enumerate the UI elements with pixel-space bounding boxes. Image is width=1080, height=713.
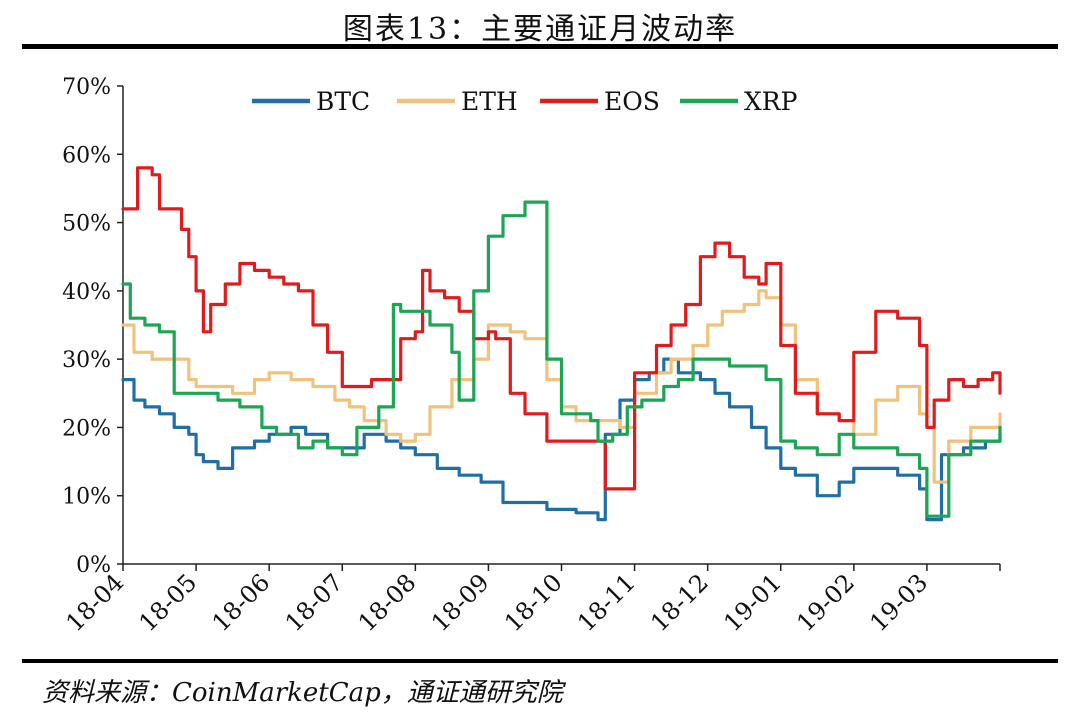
- top-rule: [22, 44, 1058, 49]
- y-tick-label: 0%: [76, 553, 111, 578]
- x-tick-label: 18-11: [572, 568, 641, 637]
- x-tick-label: 18-07: [280, 568, 349, 637]
- x-tick-label: 18-12: [645, 568, 714, 637]
- chart-axes: 0%10%20%30%40%50%60%70%18-04 18-05 18-06 18…: [61, 75, 1001, 637]
- x-tick-label: 19-02: [791, 568, 860, 637]
- y-tick-label: 30%: [62, 348, 111, 373]
- chart-legend: BTC ETH EOS XRP: [252, 87, 797, 116]
- x-tick-label: 18-10: [499, 568, 568, 637]
- legend-label-xrp: XRP: [744, 87, 797, 116]
- y-tick-label: 20%: [62, 416, 111, 441]
- legend-label-eos: EOS: [604, 87, 660, 116]
- x-tick-label: 19-03: [864, 568, 933, 637]
- x-tick-label: 19-01: [718, 568, 787, 637]
- bottom-rule: [22, 659, 1058, 663]
- x-tick-label: 18-08: [353, 568, 422, 637]
- legend-label-eth: ETH: [461, 87, 518, 116]
- series-line-eth: [121, 289, 1002, 484]
- series-line-eos: [121, 166, 1002, 491]
- figure-title: 图表13：主要通证月波动率: [342, 12, 738, 47]
- x-tick-label: 18-04: [61, 568, 130, 637]
- x-tick-label: 18-09: [426, 568, 495, 637]
- y-tick-label: 60%: [62, 143, 111, 168]
- y-tick-label: 50%: [62, 212, 111, 237]
- y-tick-label: 40%: [62, 280, 111, 305]
- y-tick-label: 10%: [62, 485, 111, 510]
- series-layer: [121, 166, 1002, 522]
- series-line-btc: [121, 357, 1002, 522]
- series-line-xrp: [121, 200, 1002, 518]
- source-note: 资料来源：CoinMarketCap，通证通研究院: [42, 678, 563, 708]
- y-tick-label: 70%: [62, 75, 111, 100]
- x-tick-label: 18-06: [207, 568, 276, 637]
- x-tick-label: 18-05: [134, 568, 203, 637]
- legend-label-btc: BTC: [316, 87, 370, 116]
